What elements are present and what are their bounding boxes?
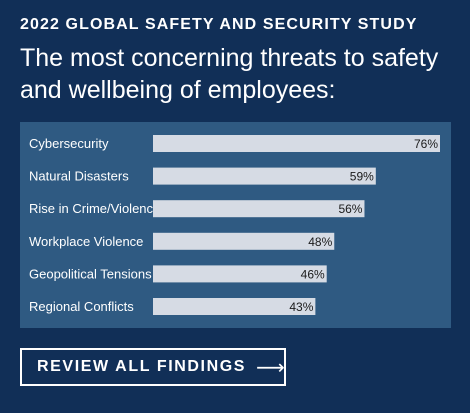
value-label: 76%	[414, 137, 438, 151]
study-kicker: 2022 GLOBAL SAFETY AND SECURITY STUDY	[20, 16, 418, 33]
value-label: 43%	[289, 300, 313, 314]
category-label: Rise in Crime/Violence	[29, 201, 160, 216]
category-label: Workplace Violence	[29, 234, 143, 249]
threats-bar-chart: Cybersecurity 76% Natural Disasters 59% Rise…	[29, 135, 440, 315]
category-label: Regional Conflicts	[29, 299, 134, 314]
page-headline: The most concerning threats to safety an…	[20, 44, 439, 104]
value-label: 56%	[338, 202, 362, 216]
value-label: 59%	[350, 170, 374, 184]
bar	[153, 135, 440, 152]
bar	[153, 265, 327, 283]
category-label: Natural Disasters	[29, 169, 129, 184]
bar	[153, 298, 316, 315]
bar	[153, 232, 335, 250]
chart-panel: Cybersecurity 76% Natural Disasters 59% Rise…	[20, 122, 451, 328]
review-all-findings-button[interactable]: REVIEW ALL FINDINGS ⟶	[20, 348, 286, 386]
category-label: Cybersecurity	[29, 136, 109, 151]
arrow-right-icon: ⟶	[256, 356, 285, 379]
value-label: 48%	[308, 235, 332, 249]
bar	[153, 200, 365, 218]
review-all-findings-label: REVIEW ALL FINDINGS	[37, 358, 247, 375]
category-label: Geopolitical Tensions	[29, 266, 152, 281]
value-label: 46%	[301, 267, 325, 281]
bar	[153, 167, 376, 185]
